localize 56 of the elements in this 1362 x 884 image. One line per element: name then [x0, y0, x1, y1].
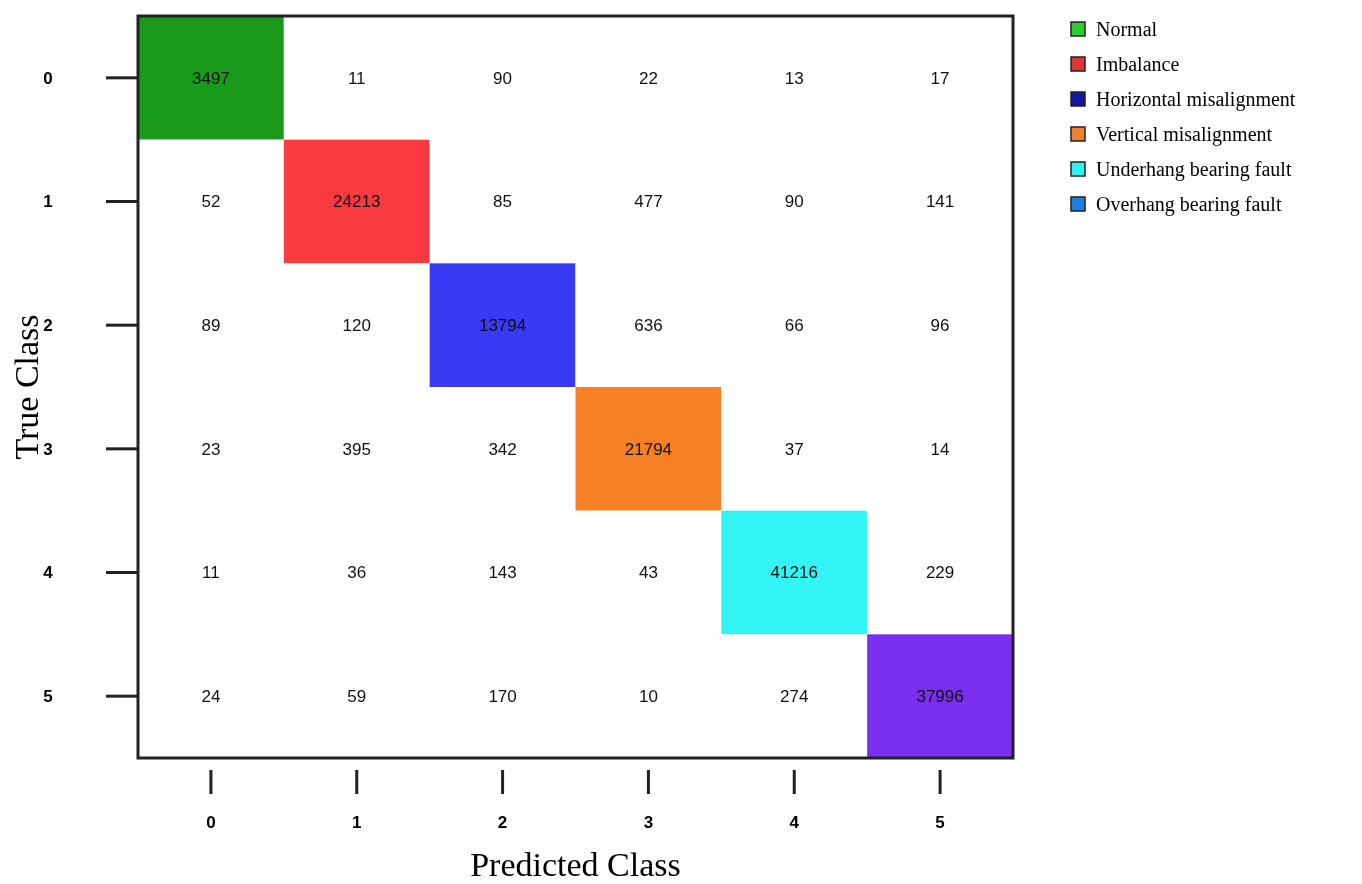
data-label: 36 [347, 563, 367, 583]
y-tick-label: 3 [43, 439, 53, 459]
data-label: 11 [202, 563, 220, 583]
x-tick-label: 3 [643, 813, 654, 832]
data-label: 23 [201, 439, 221, 459]
data-label: 11 [347, 68, 366, 88]
legend-label: Underhang bearing fault [1096, 158, 1292, 181]
data-label: 13 [784, 68, 804, 88]
data-label: 41216 [770, 563, 818, 583]
x-tick-label: 5 [935, 813, 945, 832]
legend-label: Overhang bearing fault [1096, 193, 1282, 216]
data-label: 143 [488, 563, 517, 583]
data-label: 477 [634, 192, 663, 212]
data-label: 85 [493, 192, 513, 212]
data-label: 90 [493, 68, 513, 88]
y-tick-label: 5 [43, 687, 53, 707]
y-tick-label: 2 [43, 316, 53, 336]
x-tick-label: 2 [497, 813, 508, 832]
y-tick-label: 1 [43, 192, 53, 212]
data-label: 17 [930, 68, 950, 88]
data-label: 229 [925, 563, 955, 583]
data-label: 43 [638, 563, 658, 583]
data-label: 10 [638, 687, 658, 707]
y-tick-label: 0 [43, 68, 53, 88]
data-label: 14 [930, 439, 950, 459]
data-label: 13794 [478, 316, 527, 336]
legend-label: Imbalance [1096, 53, 1180, 75]
legend-label: Normal [1096, 18, 1158, 40]
x-tick-label: 1 [352, 813, 362, 832]
data-label: 120 [342, 316, 371, 336]
data-label: 22 [638, 68, 658, 88]
x-tick-label: 0 [206, 813, 216, 832]
x-tick-label: 4 [789, 813, 800, 832]
x-axis-title: Predicted Class [470, 846, 681, 883]
data-label: 90 [784, 192, 804, 212]
y-axis-title: True Class [8, 314, 45, 460]
y-tick-label: 4 [43, 563, 54, 583]
data-label: 66 [784, 316, 804, 336]
data-label: 170 [488, 687, 517, 707]
data-label: 52 [201, 192, 221, 212]
data-label: 395 [342, 439, 371, 459]
data-label: 636 [634, 316, 663, 336]
data-label: 3497 [192, 68, 230, 88]
legend-label: Horizontal misalignment [1096, 88, 1296, 111]
data-label: 141 [925, 192, 955, 212]
data-label: 24 [201, 687, 221, 707]
data-label: 96 [930, 316, 950, 336]
data-label: 24213 [333, 192, 381, 212]
data-label: 342 [488, 439, 517, 459]
data-label: 21794 [624, 439, 673, 459]
data-label: 37 [784, 439, 804, 459]
data-label: 59 [347, 687, 367, 707]
data-label: 274 [780, 687, 809, 707]
data-label: 37996 [916, 687, 964, 707]
legend-label: Vertical misalignment [1096, 123, 1273, 146]
data-label: 89 [201, 316, 221, 336]
